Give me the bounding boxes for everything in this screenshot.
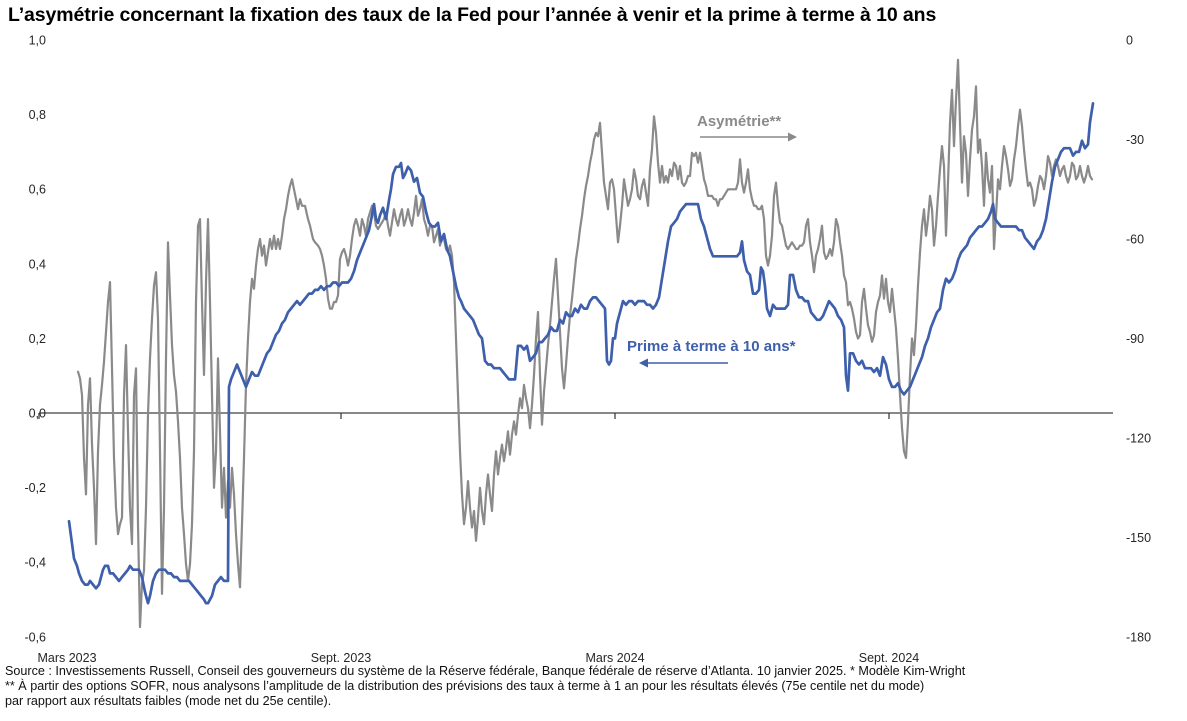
series-line-asymetrie [76, 58, 1094, 629]
right-axis-tick-label: -120 [1126, 432, 1151, 446]
left-axis-tick-label: 0,4 [29, 257, 46, 271]
left-axis-tick-label: -0,6 [24, 630, 46, 644]
footnote-line-3: par rapport aux résultats faibles (mode … [5, 694, 332, 708]
x-axis-tick-label: Sept. 2023 [311, 651, 372, 665]
right-axis-tick-label: -60 [1126, 233, 1144, 247]
chart-title: L’asymétrie concernant la fixation des t… [8, 4, 937, 26]
right-axis-tick-label: -180 [1126, 631, 1151, 645]
left-axis-tick-label: -0,2 [24, 481, 46, 495]
left-axis-tick-label: 0,8 [29, 108, 46, 122]
footnote-line-1: Source : Investissements Russell, Consei… [5, 664, 966, 678]
prime-series-label: Prime à terme à 10 ans* [627, 338, 796, 355]
left-axis-tick-label: -0,4 [24, 556, 46, 570]
source-footnotes: Source : Investissements Russell, Consei… [5, 664, 965, 709]
x-axis-tick-label: Mars 2023 [37, 651, 96, 665]
left-axis-tick-label: 0,2 [29, 332, 46, 346]
footnote-line-2: ** À partir des options SOFR, nous analy… [5, 679, 925, 693]
right-axis-tick-label: 0 [1126, 34, 1133, 48]
right-axis-tick-label: -30 [1126, 133, 1144, 147]
right-arrowhead-icon [788, 132, 797, 142]
right-axis-tick-label: -90 [1126, 332, 1144, 346]
left-arrowhead-icon [639, 358, 648, 368]
asymmetry-series-label: Asymétrie** [697, 113, 781, 130]
left-axis-tick-label: 0,6 [29, 183, 46, 197]
left-axis-tick-label: 1,0 [29, 34, 46, 48]
series-line-prime-a-terme [67, 102, 1095, 605]
x-axis-tick-label: Sept. 2024 [859, 651, 920, 665]
x-axis-tick-label: Mars 2024 [585, 651, 644, 665]
right-axis-tick-label: -150 [1126, 531, 1151, 545]
left-axis-tick-label: 0,0 [29, 407, 46, 421]
